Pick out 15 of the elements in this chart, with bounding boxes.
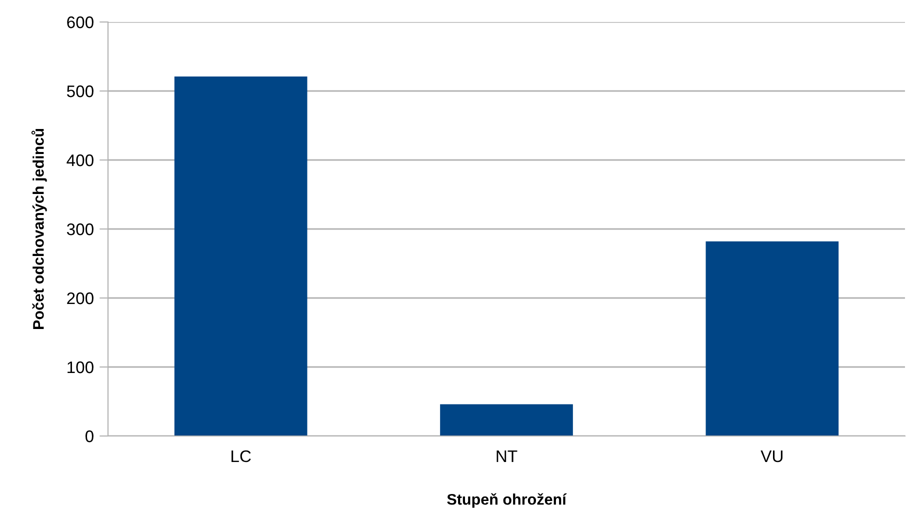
y-tick-label: 0 <box>85 430 94 442</box>
x-tick-label: NT <box>496 450 518 462</box>
y-tick-label: 400 <box>66 154 94 166</box>
bar <box>440 404 573 436</box>
y-tick-label: 200 <box>67 292 94 304</box>
y-axis-title: Počet odchovaných jedinců <box>31 128 47 329</box>
bar <box>174 76 308 436</box>
x-axis-title: Stupeň ohrožení <box>447 493 567 508</box>
y-tick-label: 500 <box>66 85 94 98</box>
x-tick-label: VU <box>760 450 782 462</box>
bar <box>706 241 839 436</box>
y-tick-label: 300 <box>66 223 94 236</box>
y-tick-label: 600 <box>67 16 94 28</box>
x-tick-label: LC <box>232 450 251 462</box>
y-tick-label: 100 <box>68 361 94 374</box>
